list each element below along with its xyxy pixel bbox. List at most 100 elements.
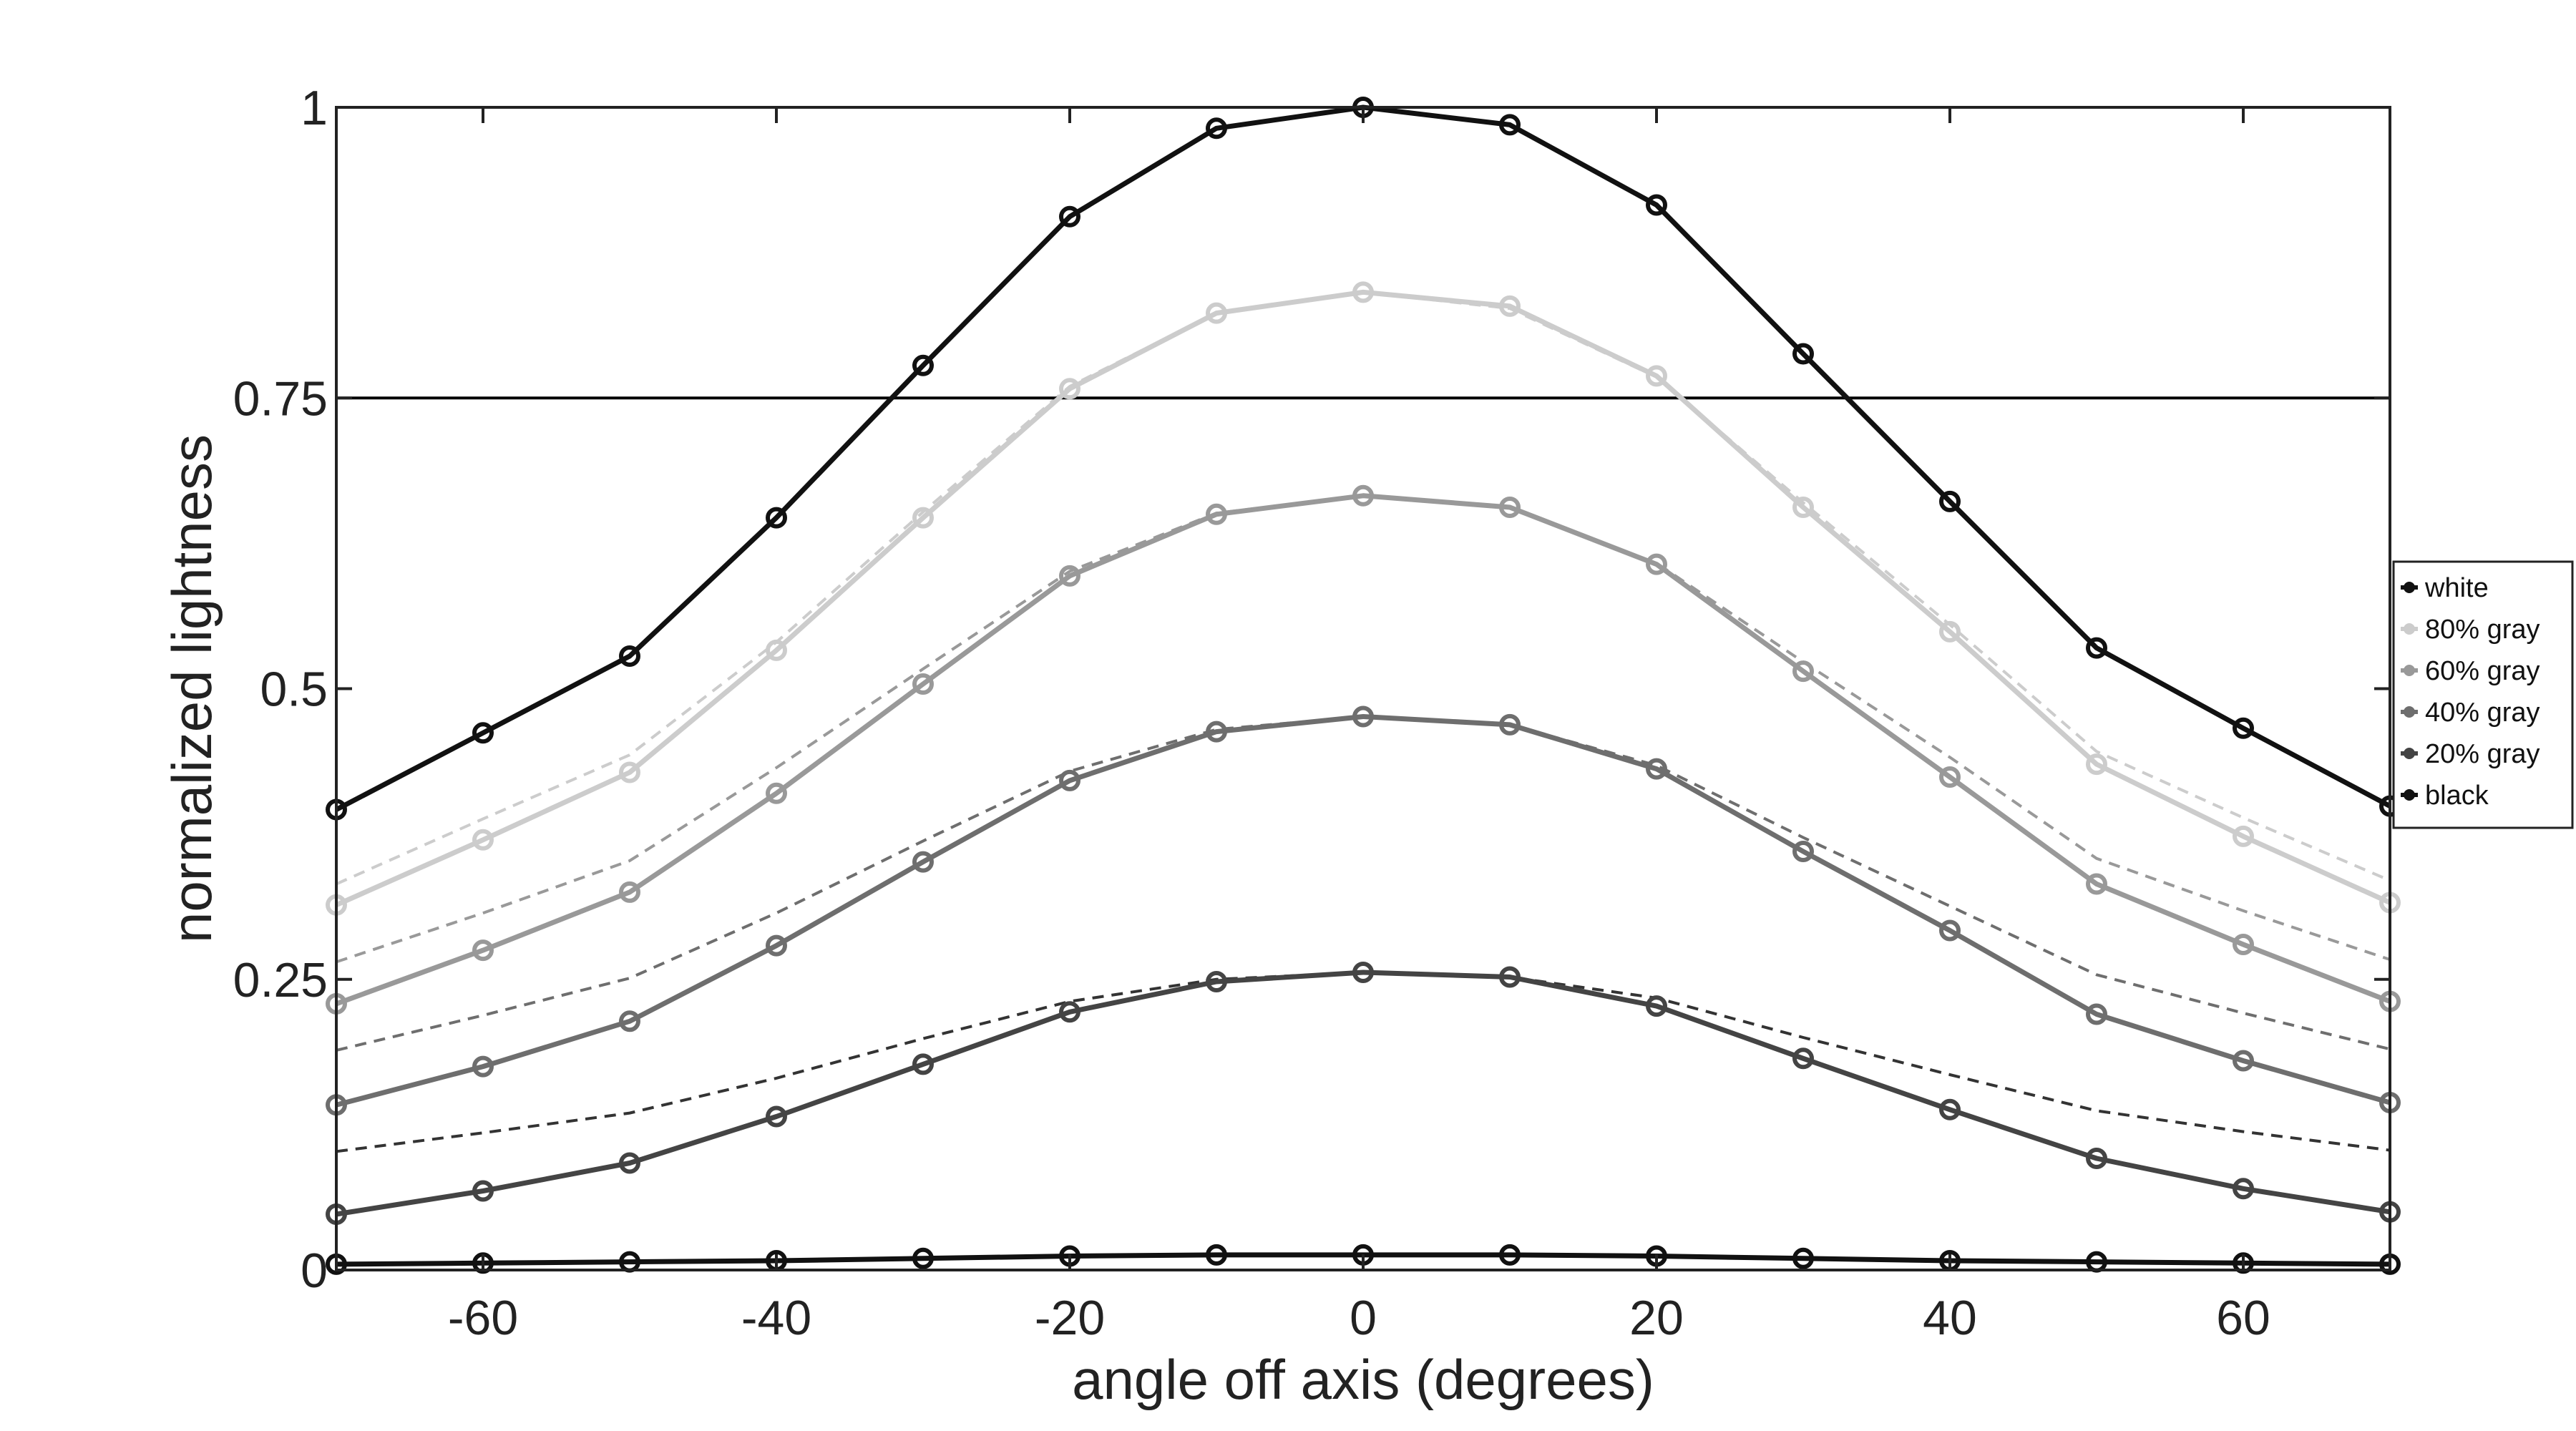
series-line xyxy=(335,104,2391,812)
legend-label: 20% gray xyxy=(2425,739,2540,769)
data-point xyxy=(2233,1050,2254,1072)
data-point xyxy=(1792,1047,1814,1070)
series-line xyxy=(335,493,2391,1007)
data-point xyxy=(472,829,494,851)
data-point xyxy=(2086,1148,2107,1169)
data-point xyxy=(1646,194,1667,216)
data-point xyxy=(472,939,494,962)
data-point xyxy=(1939,490,1961,512)
data-point xyxy=(1939,1098,1961,1120)
x-tick-label: -20 xyxy=(1035,1291,1105,1345)
reference-curve xyxy=(336,290,2391,886)
data-point xyxy=(912,851,934,873)
legend: white 80% gray 60% gray 40% gray 20% gray bla… xyxy=(2392,560,2574,829)
data-point xyxy=(1059,769,1080,791)
reference-curves xyxy=(336,290,2391,1153)
x-tick-label: 20 xyxy=(1629,1291,1684,1345)
data-point xyxy=(1206,1244,1227,1266)
data-point xyxy=(619,1152,640,1174)
data-point xyxy=(472,1180,494,1202)
data-point xyxy=(1646,758,1667,780)
legend-item: white xyxy=(2401,573,2489,603)
data-point xyxy=(2233,1178,2254,1200)
data-point xyxy=(1499,497,1521,518)
axis-ticks: -60 -40 -20 0 20 40 60 0 0.25 0.5 0.75 1 xyxy=(233,81,2390,1345)
data-point xyxy=(1352,705,1374,728)
legend-label: 80% gray xyxy=(2425,615,2540,645)
legend-label: 60% gray xyxy=(2425,656,2540,686)
data-series xyxy=(326,97,2401,1275)
data-point xyxy=(1939,919,1961,942)
legend-marker xyxy=(2404,789,2415,801)
data-point xyxy=(619,1010,640,1032)
legend-marker xyxy=(2404,582,2415,593)
data-point xyxy=(2233,825,2254,847)
y-tick-label: 0.75 xyxy=(233,371,328,426)
data-point xyxy=(1792,841,1814,862)
data-point xyxy=(472,1055,494,1078)
x-tick-label: 40 xyxy=(1923,1291,1977,1345)
x-tick-label: -40 xyxy=(741,1291,811,1345)
data-point xyxy=(1646,365,1667,387)
data-point xyxy=(619,761,640,783)
data-point xyxy=(2086,1003,2107,1025)
legend-label: 40% gray xyxy=(2425,698,2540,728)
data-point xyxy=(1499,114,1521,136)
legend-marker xyxy=(2404,748,2415,759)
data-point xyxy=(766,1105,787,1128)
data-point xyxy=(1646,995,1667,1017)
data-point xyxy=(1206,302,1227,324)
legend-marker xyxy=(2404,706,2415,718)
data-point xyxy=(1206,117,1227,140)
data-point xyxy=(2086,637,2107,659)
data-point xyxy=(766,639,787,661)
legend-label: white xyxy=(2424,573,2489,603)
data-point xyxy=(1646,553,1667,575)
data-point xyxy=(1792,1247,1814,1269)
series-line xyxy=(335,289,2391,907)
data-point xyxy=(1499,966,1521,988)
data-point xyxy=(1792,497,1814,518)
legend-item: 40% gray xyxy=(2401,698,2540,728)
x-axis-title: angle off axis (degrees) xyxy=(1072,1348,1654,1411)
data-point xyxy=(1352,484,1374,507)
data-point xyxy=(1059,205,1080,228)
reference-curve xyxy=(336,970,2391,1153)
data-point xyxy=(1499,713,1521,736)
data-point xyxy=(766,934,787,957)
data-point xyxy=(1206,721,1227,743)
series-line xyxy=(336,970,2391,1217)
data-point xyxy=(912,507,934,529)
y-tick-label: 0 xyxy=(301,1244,328,1298)
data-point xyxy=(1939,766,1961,788)
data-point xyxy=(1352,962,1374,983)
data-point xyxy=(766,782,787,804)
reference-curve xyxy=(336,494,2391,964)
legend-box xyxy=(2392,560,2574,829)
legend-item: 60% gray xyxy=(2401,656,2540,686)
data-point xyxy=(1059,1001,1080,1023)
data-point xyxy=(1352,281,1374,303)
legend-label: black xyxy=(2425,781,2489,811)
series-line xyxy=(336,714,2391,1108)
legend-item: black xyxy=(2401,781,2489,811)
series-60-gray xyxy=(326,484,2401,1015)
series-80-gray xyxy=(326,281,2401,916)
x-tick-label: 0 xyxy=(1350,1291,1377,1345)
x-tick-label: 60 xyxy=(2216,1291,2270,1345)
legend-item: 20% gray xyxy=(2401,739,2540,769)
series-white xyxy=(326,97,2401,821)
y-axis-title: normalized lightness xyxy=(160,434,223,943)
y-tick-label: 0.5 xyxy=(260,663,328,717)
y-tick-label: 0.25 xyxy=(233,953,328,1007)
data-point xyxy=(1792,660,1814,683)
data-point xyxy=(619,881,640,903)
data-point xyxy=(912,1053,934,1075)
data-point xyxy=(2086,753,2107,776)
y-tick-label: 1 xyxy=(301,81,328,135)
series-20-gray xyxy=(326,962,2401,1225)
data-point xyxy=(1059,378,1080,400)
data-point xyxy=(912,673,934,695)
legend-marker xyxy=(2404,665,2415,676)
data-point xyxy=(766,507,787,529)
